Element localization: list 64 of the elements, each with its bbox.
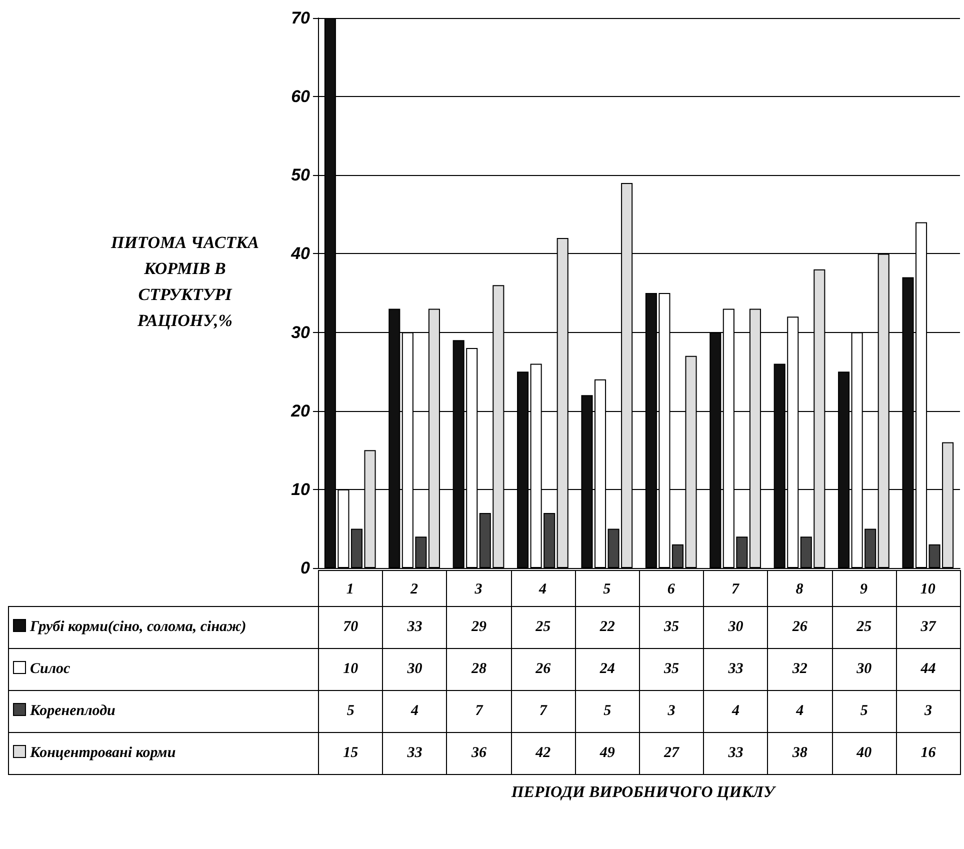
x-tick-label: 4 xyxy=(538,582,547,598)
data-label: 35 xyxy=(639,606,704,648)
data-label: 49 xyxy=(575,732,640,774)
data-label: 29 xyxy=(446,606,512,648)
data-label: 4 xyxy=(768,690,832,732)
y-tick-label: 50 xyxy=(291,166,311,185)
y-tick-label: 20 xyxy=(290,401,311,420)
data-label: 26 xyxy=(511,648,576,690)
data-label: 15 xyxy=(318,732,383,774)
data-label: 32 xyxy=(768,648,832,690)
data-label: 44 xyxy=(896,648,960,690)
data-label: 30 xyxy=(832,648,896,690)
data-label: 38 xyxy=(768,732,832,774)
x-tick-label: 8 xyxy=(796,582,804,598)
data-label: 25 xyxy=(832,606,896,648)
data-label: 27 xyxy=(639,732,704,774)
data-label: 33 xyxy=(704,732,768,774)
legend-label: Концентровані корми xyxy=(8,732,318,774)
x-tick-label: 3 xyxy=(474,582,483,598)
y-tick-label: 10 xyxy=(291,480,311,499)
legend-label: Коренеплоди xyxy=(8,690,318,732)
y-tick-label: 30 xyxy=(291,322,311,342)
data-label: 22 xyxy=(575,606,640,648)
y-axis-title: ПИТОМА ЧАСТКА КОРМІВ В СТРУКТУРІ РАЦІОНУ,% xyxy=(110,232,260,332)
legend-label: Грубі корми(сіно, солома, сінаж) xyxy=(8,606,318,648)
data-label: 10 xyxy=(318,648,383,690)
data-label: 24 xyxy=(575,648,640,690)
data-label: 30 xyxy=(382,648,447,690)
data-label: 5 xyxy=(318,690,383,732)
y-tick-label: 60 xyxy=(291,87,311,106)
x-tick-label: 6 xyxy=(667,582,676,598)
y-tick-label: 70 xyxy=(291,8,311,28)
data-label: 33 xyxy=(382,606,447,648)
data-label: 4 xyxy=(704,690,768,732)
data-label: 33 xyxy=(382,732,447,774)
data-label: 26 xyxy=(768,606,832,648)
data-label: 3 xyxy=(639,690,704,732)
data-label: 4 xyxy=(382,690,447,732)
y-tick-label: 0 xyxy=(300,558,311,578)
text: ПЕРІОДИ ВИРОБНИЧОГО ЦИКЛУ xyxy=(510,784,777,802)
data-label: 5 xyxy=(575,690,640,732)
data-label: 37 xyxy=(896,606,960,648)
x-tick-label: 1 xyxy=(346,582,354,598)
x-tick-label: 10 xyxy=(920,582,936,598)
x-tick-label: 2 xyxy=(410,582,419,598)
data-label: 3 xyxy=(896,690,960,732)
data-label: 30 xyxy=(704,606,768,648)
data-label: 28 xyxy=(446,648,512,690)
data-label: 16 xyxy=(896,732,960,774)
data-label: 42 xyxy=(511,732,576,774)
data-label: 5 xyxy=(832,690,896,732)
data-label: 7 xyxy=(511,690,576,732)
data-label: 35 xyxy=(639,648,704,690)
data-label: 25 xyxy=(511,606,576,648)
x-tick-label: 9 xyxy=(860,582,868,598)
data-label: 7 xyxy=(446,690,512,732)
data-label: 36 xyxy=(446,732,512,774)
x-tick-label: 7 xyxy=(732,582,740,598)
y-tick-label: 40 xyxy=(290,244,311,264)
data-label: 40 xyxy=(832,732,896,774)
legend-label: Силос xyxy=(8,648,318,690)
data-label: 33 xyxy=(704,648,768,690)
x-tick-label: 5 xyxy=(603,582,612,598)
data-label: 70 xyxy=(318,606,383,648)
